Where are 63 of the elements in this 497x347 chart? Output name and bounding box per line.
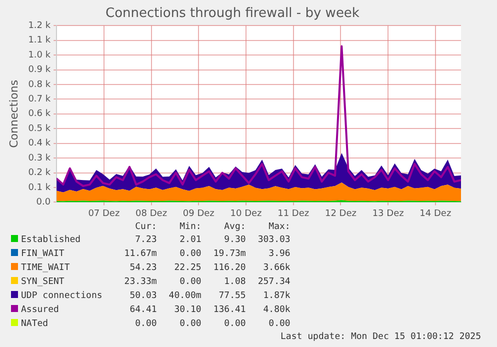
legend-label: Assured: [20, 304, 60, 316]
legend-label: TIME_WAIT: [20, 262, 71, 274]
text: Avg:: [223, 222, 247, 233]
text: 64.41: [128, 304, 158, 316]
text: 77.55: [218, 290, 247, 302]
text: 0.00: [178, 318, 202, 330]
text: 257.34: [256, 276, 292, 288]
x-tick-label: 08 Dez: [136, 208, 168, 219]
y-tick-label: 0.2 k: [28, 168, 52, 178]
x-tick-label: 09 Dez: [182, 208, 215, 219]
x-tick-label: 10 Dez: [230, 208, 262, 219]
text: 3.66k: [262, 262, 292, 274]
text: 116.20: [212, 262, 247, 274]
text: 2.01: [178, 234, 202, 246]
y-tick-label: 0.3 k: [28, 153, 52, 164]
text: Min:: [178, 222, 202, 233]
text: Last update: Mon Dec 15 01:00:12 2025: [280, 332, 482, 342]
y-tick-label: 1.0 k: [28, 50, 52, 60]
x-tick-label: 14 Dez: [420, 208, 452, 219]
text: 50.03: [128, 290, 158, 302]
text: 0.00: [268, 318, 292, 330]
y-tick-label: 0.9 k: [28, 65, 52, 76]
text: 0.00: [178, 276, 202, 288]
y-tick-label: 0.6 k: [28, 109, 52, 120]
x-tick-label: 13 Dez: [372, 208, 404, 219]
text: Cur:: [134, 222, 158, 233]
x-tick-label: 12 Dez: [324, 208, 357, 219]
text: 11.67m: [123, 248, 158, 260]
text: 54.23: [128, 262, 158, 274]
y-tick-label: 0.7 k: [28, 94, 52, 105]
y-tick-label: 0.1 k: [28, 182, 52, 193]
text: 23.33m: [123, 276, 158, 288]
text: 9.30: [223, 234, 247, 246]
text: 0.00: [223, 318, 247, 330]
text: 19.73m: [212, 248, 247, 260]
y-tick-label: 0.0: [36, 198, 51, 208]
text: 3.96: [268, 248, 292, 260]
x-tick-label: 07 Dez: [88, 208, 120, 219]
text: 22.25: [173, 262, 202, 274]
text: 136.41: [212, 304, 247, 316]
legend-label: Established: [20, 234, 82, 246]
text: 4.80k: [262, 304, 292, 316]
chart-title: Connections through firewall - by week: [106, 6, 360, 22]
y-tick-label: 0.8 k: [28, 80, 52, 90]
text: 40.00m: [168, 290, 202, 302]
y-tick-label: 0.5 k: [28, 124, 52, 134]
y-tick-label: 1.1 k: [28, 36, 52, 46]
text: 0.00: [178, 248, 202, 260]
text: 0.00: [134, 318, 158, 330]
legend-label: NATed: [20, 318, 50, 330]
x-tick-label: 11 Dez: [278, 208, 310, 219]
text: 1.08: [223, 276, 247, 288]
legend-label: UDP connections: [20, 290, 104, 302]
text: 303.03: [256, 234, 292, 246]
legend-label: SYN_SENT: [20, 276, 66, 288]
text: 1.87k: [262, 290, 292, 302]
y-axis-title: Connections: [7, 80, 20, 148]
text: 7.23: [134, 234, 158, 246]
text: Max:: [268, 222, 292, 233]
text: 30.10: [173, 304, 202, 316]
y-tick-label: 0.4 k: [28, 138, 52, 149]
legend-label: FIN_WAIT: [20, 248, 66, 260]
y-tick-label: 1.2 k: [28, 20, 52, 31]
